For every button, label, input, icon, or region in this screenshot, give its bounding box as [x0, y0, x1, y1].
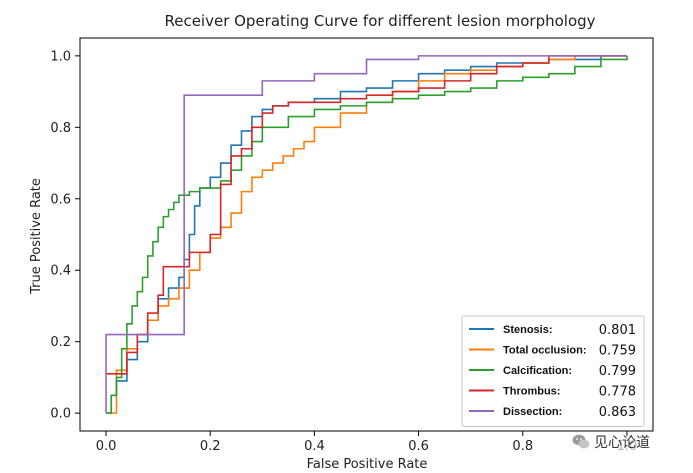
y-axis-label: True Positive Rate — [29, 178, 44, 295]
y-tick-label: 1.0 — [50, 49, 71, 64]
y-tick-label: 0.2 — [50, 335, 71, 350]
legend-auc-value: 0.799 — [599, 364, 636, 379]
series-line-3 — [106, 55, 628, 414]
series-group — [105, 55, 628, 414]
x-tick-label: 0.0 — [96, 439, 117, 454]
watermark-text: 见心论道 — [594, 435, 650, 451]
legend: Stenosis: 0.801 Total occlusion: 0.759 Calci… — [461, 315, 645, 427]
legend-box — [461, 315, 645, 427]
axes: 0.0 0.2 0.4 0.6 0.8 0.0 0.2 0.4 0.6 0.8 1.0 1.0 — [50, 37, 654, 454]
legend-auc-value: 0.801 — [599, 323, 636, 338]
y-tick-label: 0.6 — [50, 192, 71, 207]
x-tick-label-hidden: 1.0 — [617, 439, 638, 454]
wechat-icon — [572, 434, 590, 450]
series-line-2 — [106, 55, 627, 414]
x-tick-label: 0.6 — [408, 439, 429, 454]
x-axis-label: False Positive Rate — [307, 457, 428, 472]
x-tick-label: 0.8 — [512, 439, 533, 454]
y-tick-label: 0.4 — [50, 264, 71, 279]
legend-label: Dissection: — [503, 406, 562, 418]
plot-frame — [79, 37, 654, 432]
legend-auc-value: 0.759 — [599, 344, 636, 359]
legend-label: Stenosis: — [503, 324, 553, 336]
legend-label: Calcification: — [503, 365, 572, 377]
legend-auc-value: 0.863 — [599, 405, 636, 420]
x-tick-label: 0.4 — [304, 439, 325, 454]
series-line-5 — [105, 55, 627, 414]
legend-auc-value: 0.778 — [599, 385, 636, 400]
y-tick-label: 0.0 — [50, 407, 71, 422]
x-tick-label: 0.2 — [200, 439, 221, 454]
series-line-4 — [106, 55, 627, 375]
legend-label: Total occlusion: — [503, 345, 587, 357]
y-tick-label: 0.8 — [50, 121, 71, 136]
chart-title: Receiver Operating Curve for different l… — [164, 12, 595, 30]
watermark: 见心论道 — [572, 432, 650, 452]
legend-label: Thrombus: — [503, 386, 560, 398]
